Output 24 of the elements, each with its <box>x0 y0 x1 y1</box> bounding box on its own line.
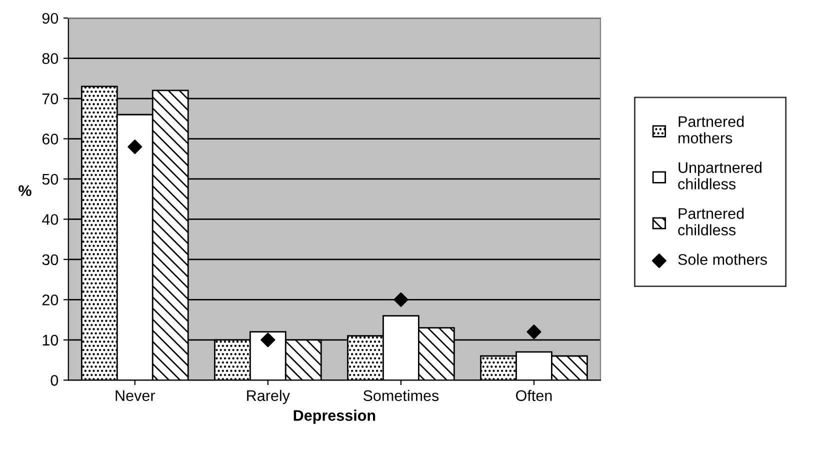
y-tick-label: 10 <box>42 334 58 346</box>
x-tick-label: Sometimes <box>363 390 439 402</box>
x-tick-label: Never <box>116 390 156 402</box>
y-tick-label: 20 <box>42 294 58 306</box>
y-tick-label: 30 <box>42 254 58 266</box>
legend-label: Sole mothers <box>678 254 767 265</box>
legend-label: Partnered childless <box>678 208 744 236</box>
point <box>260 332 276 348</box>
y-axis-title: % <box>18 185 32 196</box>
y-tick-label: 80 <box>42 53 58 64</box>
y-tick-label: 60 <box>42 134 58 144</box>
point <box>526 324 542 340</box>
x-axis-title: Depression <box>294 410 376 424</box>
point <box>128 140 142 154</box>
y-tick-label: 70 <box>42 93 58 104</box>
point <box>394 292 408 307</box>
y-tick-label: 50 <box>42 174 58 185</box>
y-tick-label: 90 <box>42 12 58 24</box>
y-tick-label: 0 <box>50 375 58 386</box>
legend-label: Partnered mothers <box>678 116 744 144</box>
x-tick-label: Often <box>516 390 552 402</box>
y-tick-label: 40 <box>42 214 58 225</box>
legend-label: Unpartnered childless <box>678 162 762 190</box>
x-tick-label: Rarely <box>247 390 290 404</box>
